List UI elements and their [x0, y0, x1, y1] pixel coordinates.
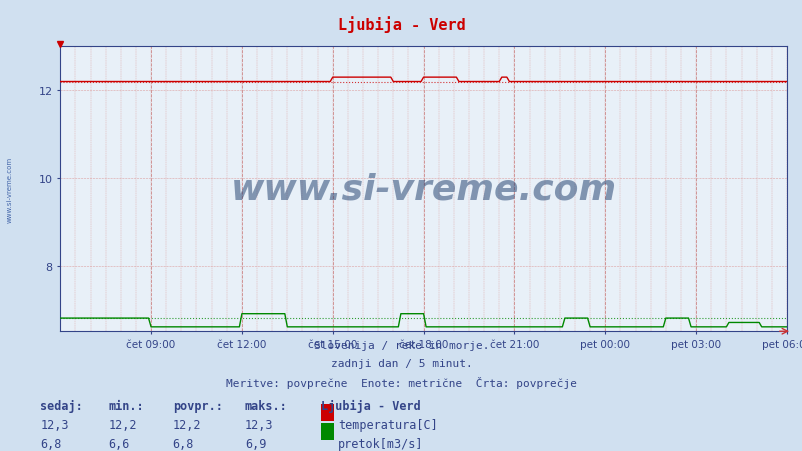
Text: www.si-vreme.com: www.si-vreme.com — [6, 156, 12, 222]
Text: min.:: min.: — [108, 399, 144, 412]
Text: 6,9: 6,9 — [245, 437, 266, 451]
Text: 6,8: 6,8 — [172, 437, 194, 451]
Text: 6,6: 6,6 — [108, 437, 130, 451]
Text: temperatura[C]: temperatura[C] — [338, 419, 437, 432]
Text: 12,2: 12,2 — [108, 419, 136, 432]
Text: 12,3: 12,3 — [245, 419, 273, 432]
Text: Slovenija / reke in morje.: Slovenija / reke in morje. — [314, 341, 488, 350]
Text: sedaj:: sedaj: — [40, 399, 83, 412]
Text: 6,8: 6,8 — [40, 437, 62, 451]
Text: 12,2: 12,2 — [172, 419, 200, 432]
Text: www.si-vreme.com: www.si-vreme.com — [230, 172, 616, 207]
Text: Ljubija - Verd: Ljubija - Verd — [337, 16, 465, 32]
Text: maks.:: maks.: — [245, 399, 287, 412]
Text: zadnji dan / 5 minut.: zadnji dan / 5 minut. — [330, 359, 472, 368]
Text: 12,3: 12,3 — [40, 419, 68, 432]
Text: Ljubija - Verd: Ljubija - Verd — [321, 399, 420, 412]
Text: pretok[m3/s]: pretok[m3/s] — [338, 437, 423, 451]
Text: povpr.:: povpr.: — [172, 399, 222, 412]
Text: Meritve: povprečne  Enote: metrične  Črta: povprečje: Meritve: povprečne Enote: metrične Črta:… — [225, 377, 577, 389]
